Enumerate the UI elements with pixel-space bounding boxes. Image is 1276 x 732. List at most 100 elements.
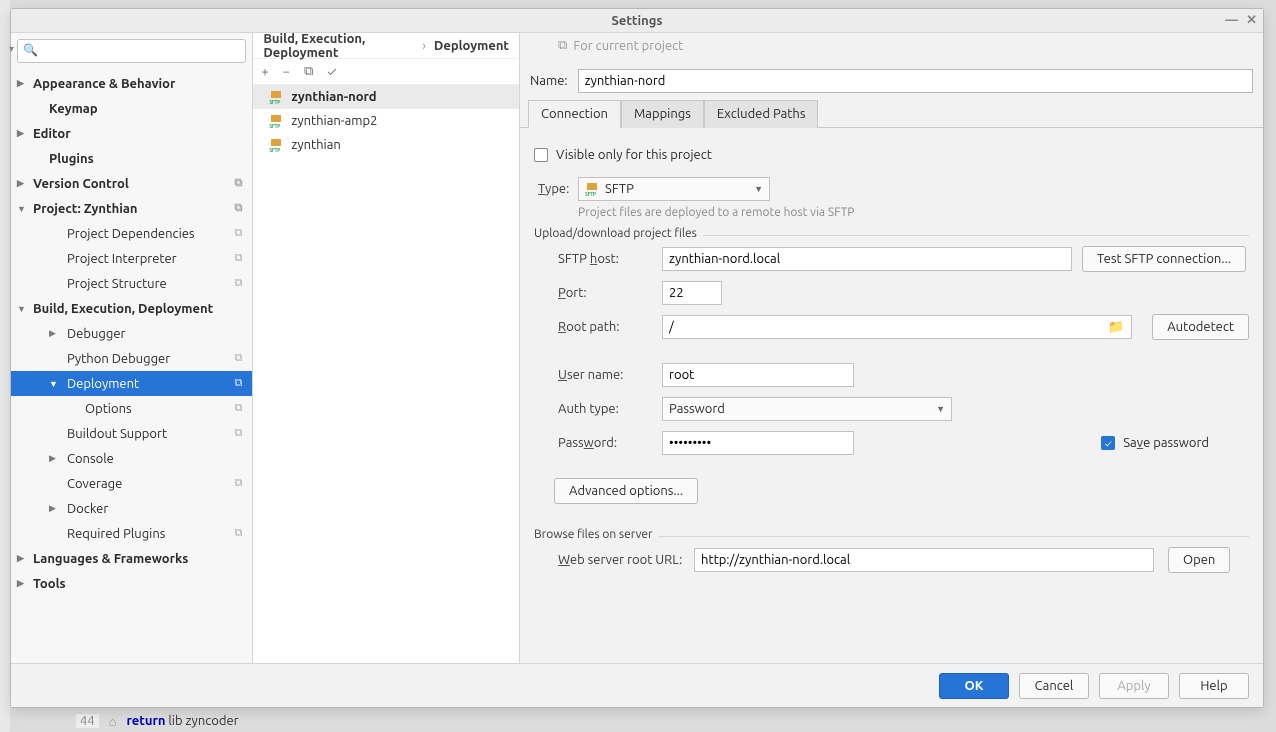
- tree-item[interactable]: ▶Tools: [11, 571, 252, 596]
- tree-item[interactable]: Buildout Support⧉: [11, 421, 252, 446]
- server-name-input[interactable]: [578, 69, 1253, 93]
- browse-folder-icon[interactable]: 📁: [1108, 320, 1124, 335]
- tree-item-label: Editor: [33, 127, 71, 141]
- project-scope-icon: ⧉: [234, 402, 242, 415]
- expand-arrow-icon[interactable]: ▼: [17, 304, 29, 314]
- tree-item[interactable]: Coverage ⧉: [11, 471, 252, 496]
- advanced-options-button[interactable]: Advanced options...: [554, 478, 698, 504]
- expand-arrow-icon[interactable]: ▶: [17, 128, 29, 139]
- tree-item[interactable]: ▶Debugger: [11, 321, 252, 346]
- editor-underlay: 44 ⌂ return lib zyncoder: [76, 712, 239, 730]
- project-scope-icon: ⧉: [234, 527, 242, 540]
- visible-only-checkbox[interactable]: [534, 148, 548, 162]
- sftp-host-input[interactable]: [662, 247, 1072, 271]
- server-label: zynthian: [291, 138, 341, 152]
- tree-item[interactable]: Project Structure⧉: [11, 271, 252, 296]
- project-scope-icon: ⧉: [234, 202, 242, 215]
- root-path-input[interactable]: [662, 315, 1132, 339]
- settings-search-input[interactable]: [17, 39, 246, 63]
- auth-type-value: Password: [669, 402, 725, 416]
- test-connection-button[interactable]: Test SFTP connection...: [1082, 246, 1246, 272]
- remove-button[interactable]: −: [283, 65, 290, 79]
- username-input[interactable]: [662, 363, 854, 387]
- expand-arrow-icon[interactable]: ▶: [49, 328, 61, 339]
- search-icon: 🔍: [23, 43, 38, 57]
- tree-item-label: Options: [85, 402, 132, 416]
- sftp-server-icon: [269, 91, 283, 103]
- breadcrumb-segment[interactable]: Build, Execution, Deployment: [263, 32, 414, 60]
- tree-item-label: Project Interpreter: [67, 252, 177, 266]
- field-label: Password:: [554, 436, 662, 450]
- type-label: Type:: [534, 182, 578, 196]
- autodetect-button[interactable]: Autodetect: [1152, 314, 1249, 340]
- add-button[interactable]: +: [261, 65, 268, 79]
- project-scope-icon: ⧉: [558, 38, 567, 53]
- sftp-server-icon: [269, 115, 283, 127]
- expand-arrow-icon[interactable]: ▶: [17, 178, 29, 189]
- expand-arrow-icon[interactable]: ▶: [49, 503, 61, 514]
- port-input[interactable]: [662, 281, 722, 305]
- field-label: SFTP host:: [554, 252, 662, 266]
- tree-item[interactable]: ▶Languages & Frameworks: [11, 546, 252, 571]
- minimize-button[interactable]: —: [1225, 13, 1238, 28]
- web-root-url-input[interactable]: [694, 548, 1154, 572]
- field-label: User name:: [554, 368, 662, 382]
- project-scope-icon: ⧉: [234, 177, 242, 190]
- cancel-button[interactable]: Cancel: [1019, 673, 1089, 699]
- tree-item[interactable]: Project Dependencies⧉: [11, 221, 252, 246]
- tree-item-label: Console: [67, 452, 114, 466]
- deployment-server-item[interactable]: zynthian-amp2: [253, 109, 519, 133]
- breadcrumb-segment[interactable]: Deployment: [434, 39, 509, 53]
- visible-only-label: Visible only for this project: [556, 148, 712, 162]
- expand-arrow-icon[interactable]: ▼: [49, 379, 61, 389]
- server-label: zynthian-amp2: [291, 114, 377, 128]
- tree-item[interactable]: Options ⧉: [11, 396, 252, 421]
- tree-item[interactable]: ▶ Editor: [11, 121, 252, 146]
- expand-arrow-icon[interactable]: ▼: [17, 204, 29, 214]
- tree-item[interactable]: ▶Docker: [11, 496, 252, 521]
- tree-item[interactable]: Required Plugins ⧉: [11, 521, 252, 546]
- tree-item[interactable]: Project Interpreter⧉: [11, 246, 252, 271]
- type-select[interactable]: SFTP▼: [578, 177, 770, 201]
- tree-item[interactable]: ▼Deployment⧉: [11, 371, 252, 396]
- tree-item[interactable]: ▼Build, Execution, Deployment: [11, 296, 252, 321]
- password-input[interactable]: [662, 431, 854, 455]
- tree-item[interactable]: Keymap: [11, 96, 252, 121]
- deployment-list-panel: Build, Execution, Deployment › Deployment +…: [253, 33, 520, 663]
- tree-item[interactable]: ▼Project: Zynthian⧉: [11, 196, 252, 221]
- search-history-icon[interactable]: ▾: [9, 43, 14, 55]
- help-button[interactable]: Help: [1179, 673, 1249, 699]
- tree-item[interactable]: Python Debugger⧉: [11, 346, 252, 371]
- open-button[interactable]: Open: [1168, 547, 1230, 573]
- expand-arrow-icon[interactable]: ▶: [17, 578, 29, 589]
- type-help-text: Project files are deployed to a remote h…: [534, 206, 1249, 229]
- chevron-right-icon: ›: [422, 39, 426, 53]
- tree-item[interactable]: Plugins: [11, 146, 252, 171]
- close-button[interactable]: ✕: [1246, 13, 1257, 28]
- deployment-server-item[interactable]: zynthian: [253, 133, 519, 157]
- expand-arrow-icon[interactable]: ▶: [17, 78, 29, 89]
- expand-arrow-icon[interactable]: ▶: [49, 453, 61, 464]
- tree-item[interactable]: ▶ Console: [11, 446, 252, 471]
- tab-excluded-paths[interactable]: Excluded Paths: [704, 100, 819, 128]
- window-title: Settings: [611, 14, 662, 28]
- project-scope-icon: ⧉: [234, 477, 242, 490]
- save-password-checkbox[interactable]: ✓: [1101, 436, 1115, 450]
- deployment-server-item[interactable]: zynthian-nord: [253, 85, 519, 109]
- expand-arrow-icon[interactable]: ▶: [17, 553, 29, 564]
- tree-item-label: Coverage: [67, 477, 122, 491]
- tree-item-label: Required Plugins: [67, 527, 165, 541]
- chevron-down-icon: ▼: [754, 184, 763, 194]
- tree-item-label: Version Control: [33, 177, 129, 191]
- set-default-button[interactable]: ✓: [327, 65, 336, 79]
- scope-hint-text: For current project: [573, 39, 683, 53]
- settings-tree: ▾ 🔍 ▶Appearance & BehaviorKeymap ▶ Editor Pl…: [11, 33, 253, 663]
- tree-item[interactable]: ▶ Version Control ⧉: [11, 171, 252, 196]
- copy-button[interactable]: ⧉: [304, 64, 313, 79]
- ok-button[interactable]: OK: [939, 673, 1009, 699]
- tab-connection[interactable]: Connection: [528, 100, 621, 128]
- tree-item[interactable]: ▶Appearance & Behavior: [11, 71, 252, 96]
- tab-mappings[interactable]: Mappings: [621, 100, 704, 128]
- tree-item-label: Python Debugger: [67, 352, 170, 366]
- auth-type-select[interactable]: Password▼: [662, 397, 952, 421]
